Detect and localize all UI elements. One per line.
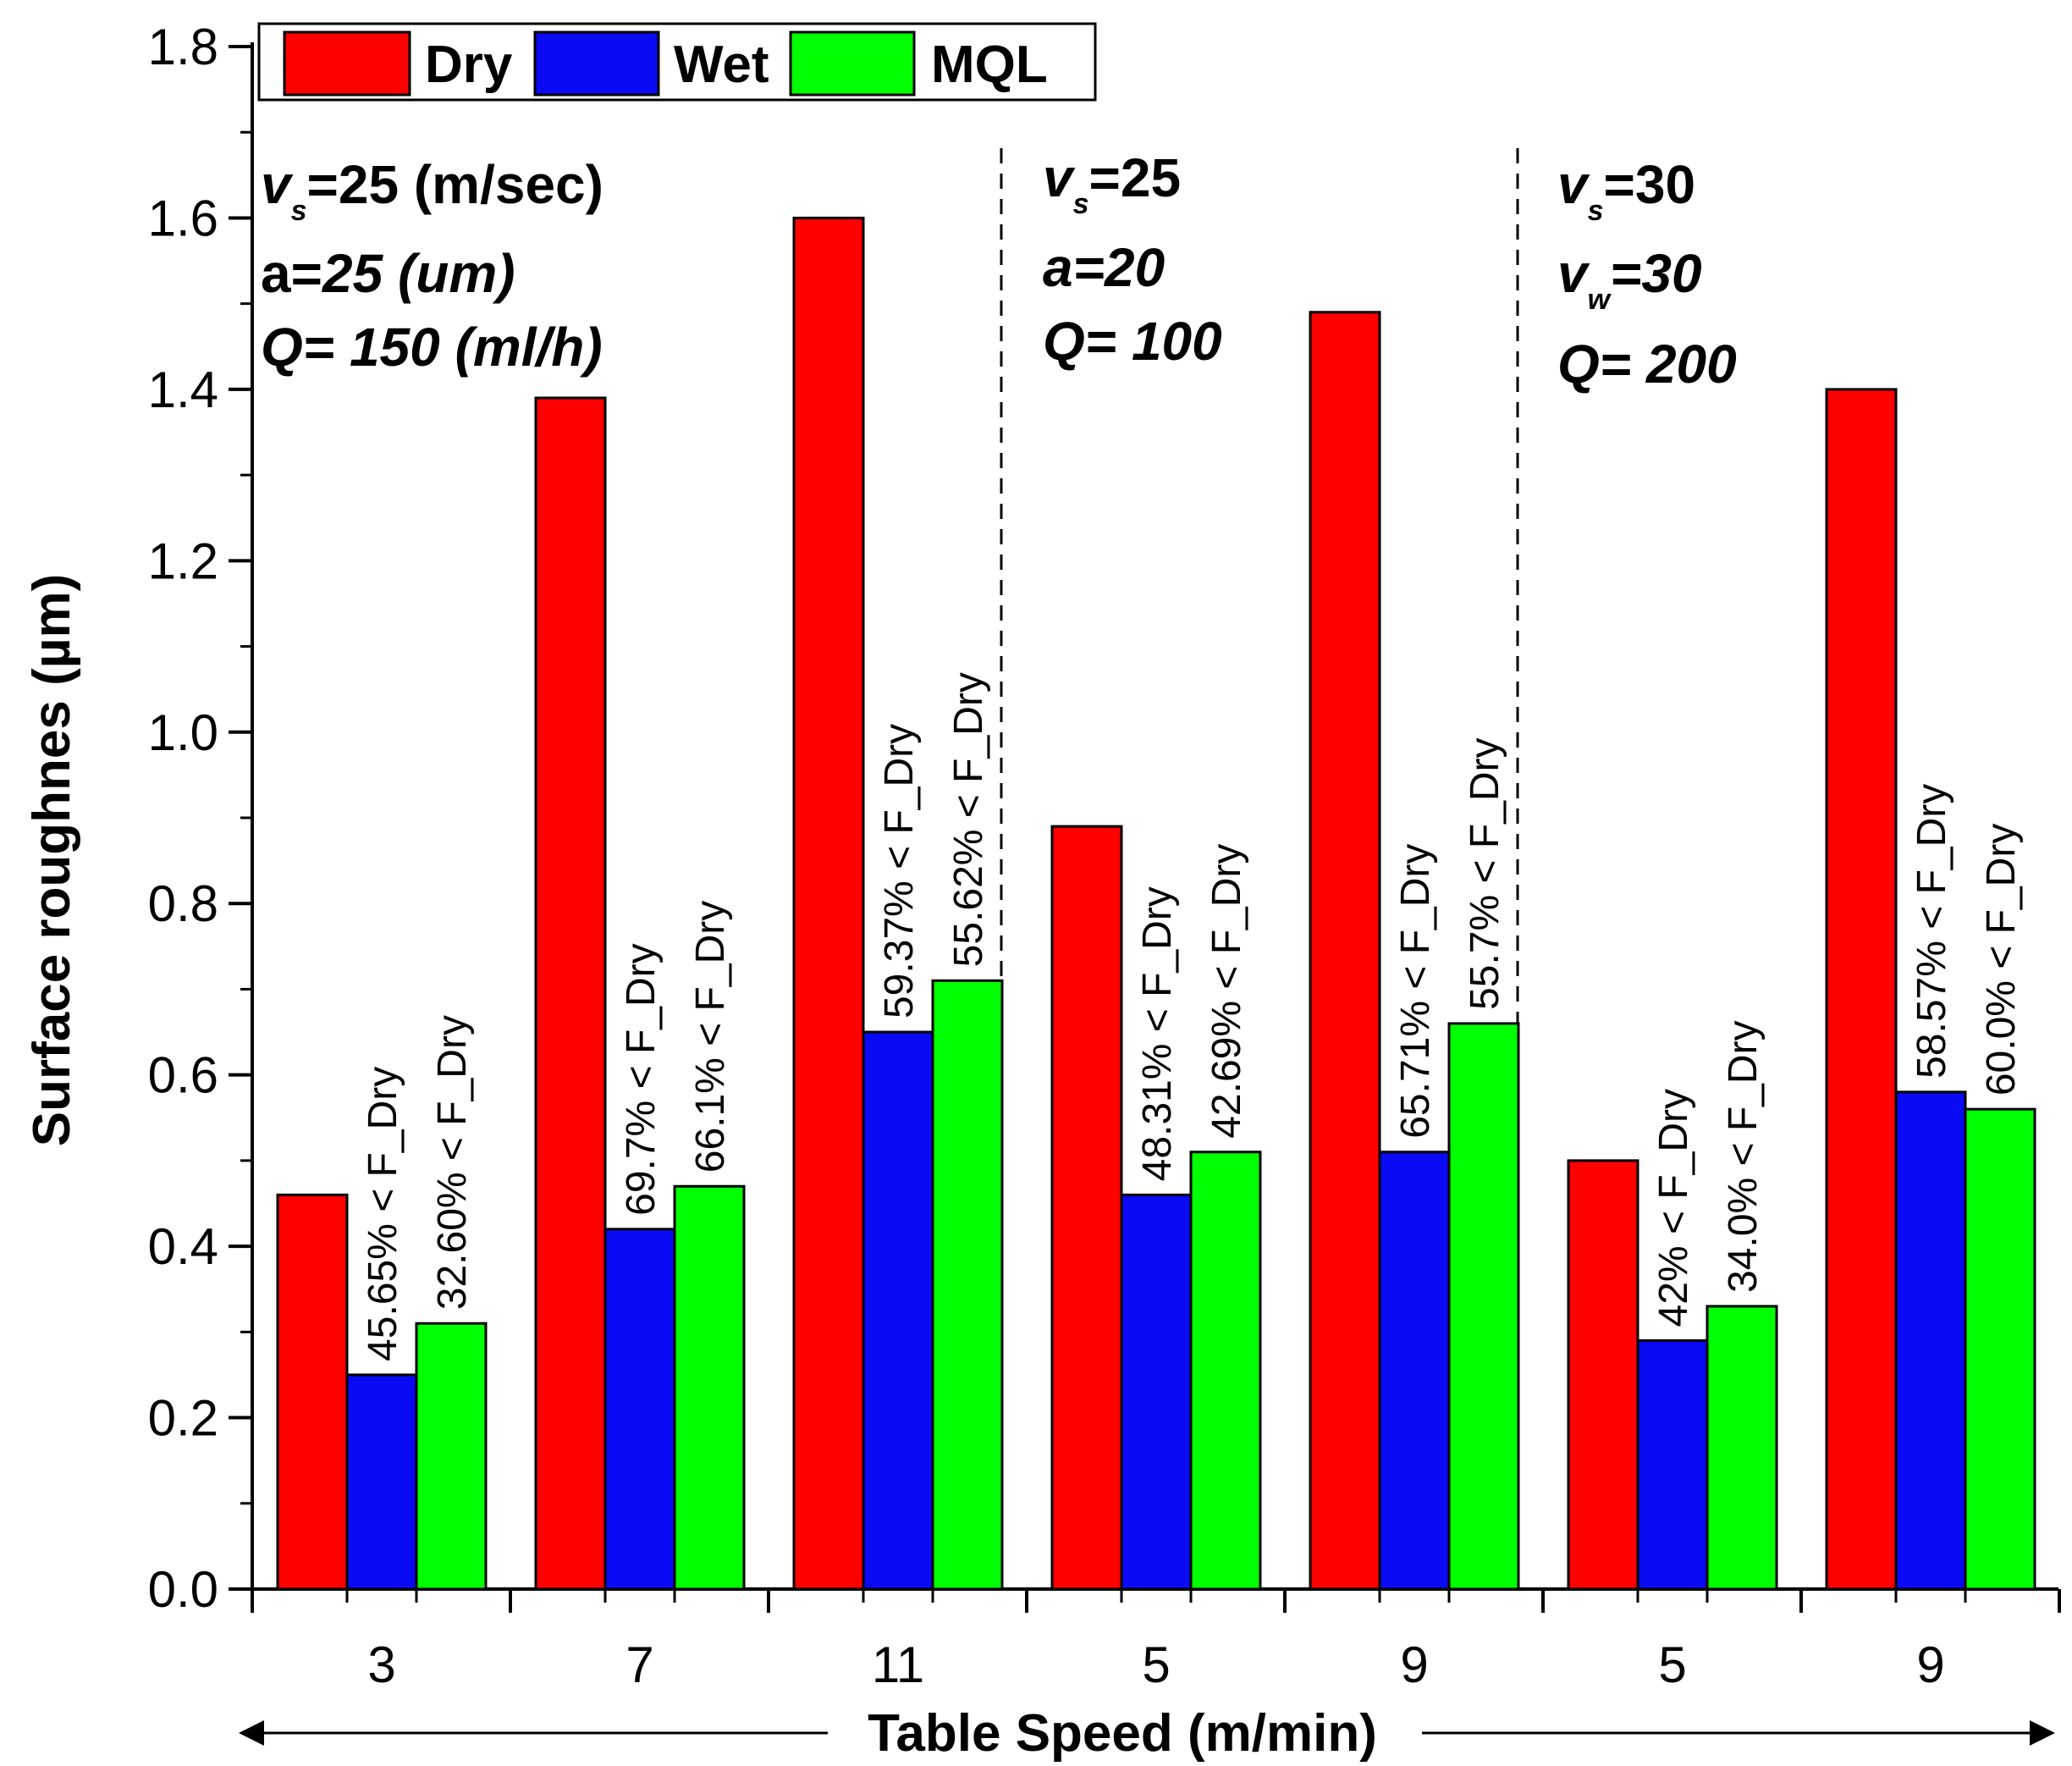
bar-wet <box>1378 1151 1451 1591</box>
condition-text: Q= 100 <box>1043 311 1222 372</box>
condition-text: a=20 <box>1043 237 1165 298</box>
x-axis-title: Table Speed (m/min) <box>868 1704 1377 1763</box>
x-tick-label: 5 <box>1658 1636 1686 1693</box>
condition-text: vs=30 <box>1557 154 1695 227</box>
condition-text: Q= 150 (ml/h) <box>261 317 603 378</box>
annotation-mql: 66.1% < F_Dry <box>688 901 733 1173</box>
x-tick-label: 3 <box>367 1636 395 1693</box>
bar-wet <box>603 1228 676 1591</box>
annotation-mql: 32.60% < F_Dry <box>430 1015 475 1310</box>
bar-mql <box>415 1322 488 1591</box>
y-tick-label: 0.2 <box>148 1390 218 1447</box>
bar-dry <box>1567 1159 1639 1591</box>
legend-label-wet: Wet <box>674 36 769 94</box>
y-tick-label: 1.0 <box>148 704 218 761</box>
bar-mql <box>1189 1151 1262 1591</box>
bar-wet <box>345 1373 418 1591</box>
bar-dry <box>1309 311 1381 1591</box>
annotation-mql: 55.62% < F_Dry <box>946 672 991 967</box>
bar-mql <box>1706 1305 1778 1591</box>
bar-dry <box>792 216 865 1591</box>
annotation-mql: 55.7% < F_Dry <box>1463 737 1507 1009</box>
y-tick-label: 1.8 <box>148 19 218 75</box>
condition-text: a=25 (um) <box>261 243 515 304</box>
bar-mql <box>931 979 1004 1591</box>
bar-wet <box>1636 1338 1709 1591</box>
y-tick-label: 0.4 <box>148 1218 218 1275</box>
condition-text: vs=25 <box>1043 147 1181 220</box>
x-tick-label: 9 <box>1400 1636 1428 1693</box>
legend-swatch-dry <box>283 30 411 97</box>
y-tick-label: 0.6 <box>148 1047 218 1104</box>
x-tick-label: 5 <box>1142 1636 1170 1693</box>
annotation-wet: 59.37% < F_Dry <box>877 724 922 1018</box>
bar-dry <box>1825 388 1898 1591</box>
annotation-mql: 42.69% < F_Dry <box>1204 844 1249 1139</box>
x-tick-label: 9 <box>1916 1636 1944 1693</box>
x-tick-label: 7 <box>625 1636 653 1693</box>
bar-wet <box>1894 1090 1967 1591</box>
y-tick-label: 1.2 <box>148 533 218 589</box>
annotation-wet: 69.7% < F_Dry <box>619 943 664 1215</box>
legend-swatch-mql <box>789 30 916 97</box>
annotation-mql: 34.0% < F_Dry <box>1721 1020 1766 1292</box>
annotation-wet: 42% < F_Dry <box>1651 1089 1696 1327</box>
condition-text: vw=30 <box>1557 243 1702 316</box>
bar-dry <box>276 1193 349 1591</box>
bar-dry <box>534 396 607 1591</box>
bar-mql <box>1964 1107 2036 1591</box>
legend-label-mql: MQL <box>931 36 1048 94</box>
annotation-wet: 45.65% < F_Dry <box>361 1067 405 1361</box>
condition-text: Q= 200 <box>1557 334 1737 395</box>
legend-swatch-wet <box>533 30 660 97</box>
y-axis-title: Surface roughnes (µm) <box>23 574 81 1147</box>
y-tick-label: 0.8 <box>148 875 218 932</box>
bar-wet <box>1120 1193 1193 1591</box>
bar-mql <box>673 1184 746 1591</box>
legend: Dry Wet MQL <box>257 22 1097 102</box>
annotation-wet: 65.71% < F_Dry <box>1393 844 1438 1139</box>
y-tick-label: 1.4 <box>148 361 218 418</box>
x-tick-label: 11 <box>872 1636 924 1693</box>
bar-wet <box>862 1030 934 1591</box>
condition-text: vs=25 (m/sec) <box>261 154 603 227</box>
annotation-wet: 48.31% < F_Dry <box>1135 886 1180 1181</box>
legend-label-dry: Dry <box>425 36 513 94</box>
annotation-wet: 58.57% < F_Dry <box>1909 784 1954 1079</box>
bar-dry <box>1050 825 1123 1591</box>
bar-mql <box>1447 1022 1520 1591</box>
annotation-mql: 60.0% < F_Dry <box>1979 824 2024 1095</box>
y-tick-label: 0.0 <box>148 1561 218 1618</box>
y-tick-label: 1.6 <box>148 190 218 246</box>
